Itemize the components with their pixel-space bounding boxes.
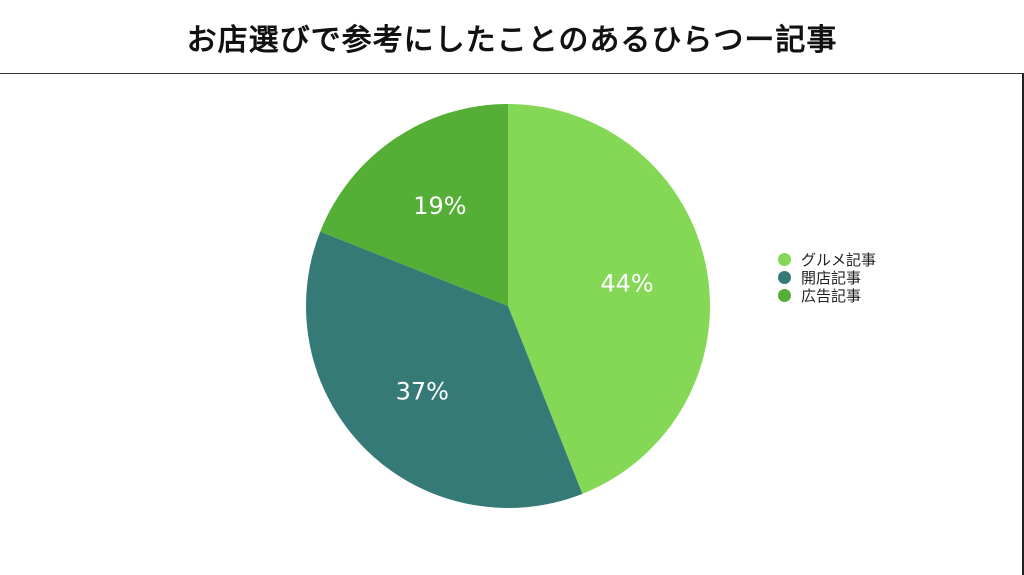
legend-swatch-1 — [778, 252, 791, 266]
legend-label-1: グルメ記事 — [801, 250, 877, 269]
legend-item-1: グルメ記事 — [778, 250, 877, 269]
pie-slice-2 — [306, 231, 583, 508]
slice-label-2: 37% — [396, 378, 449, 406]
legend: グルメ記事 開店記事 広告記事 — [778, 250, 877, 305]
slice-label-3: 19% — [413, 192, 466, 220]
legend-item-2: 開店記事 — [778, 268, 876, 287]
legend-label-3: 広告記事 — [801, 286, 862, 305]
pie-slice-3 — [320, 104, 508, 306]
right-border — [1022, 74, 1024, 575]
legend-label-2: 開店記事 — [801, 268, 862, 287]
legend-item-3: 広告記事 — [778, 286, 876, 305]
chart-title: お店選びで参考にしたことのあるひらつー記事 — [186, 22, 838, 58]
title-bar: お店選びで参考にしたことのあるひらつー記事 — [0, 0, 1024, 74]
pie-slice-1 — [508, 104, 711, 494]
legend-swatch-2 — [778, 270, 791, 284]
slice-label-1: 44% — [600, 269, 653, 297]
legend-swatch-3 — [778, 288, 791, 302]
